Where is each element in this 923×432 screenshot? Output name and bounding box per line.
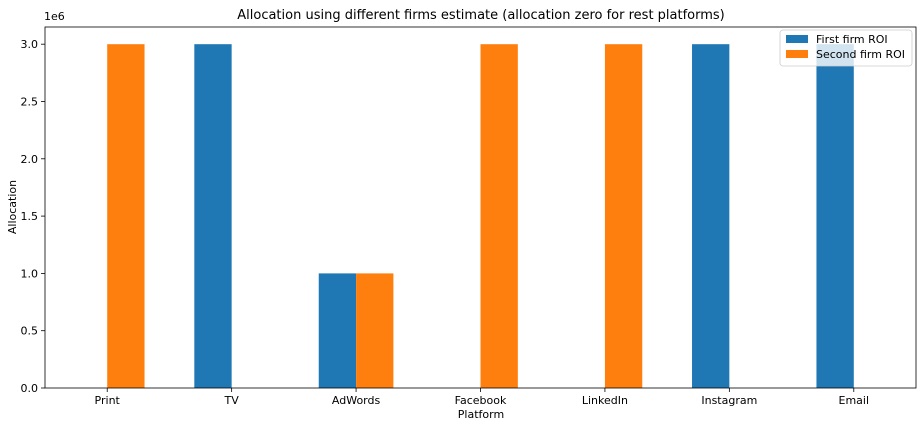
legend-swatch-series-1 <box>786 35 808 43</box>
y-axis-scale-offset: 1e6 <box>44 10 65 23</box>
bar-tv-series-1 <box>194 44 232 388</box>
bar-adwords-series-2 <box>356 273 394 388</box>
x-tick-label: LinkedIn <box>582 394 628 407</box>
legend-label-series-2: Second firm ROI <box>816 48 905 61</box>
y-axis-label: Allocation <box>6 180 19 234</box>
y-tick-label: 1.0 <box>21 267 39 280</box>
legend-swatch-series-2 <box>786 50 808 58</box>
bar-adwords-series-1 <box>318 273 357 388</box>
x-axis-label: Platform <box>458 408 504 421</box>
x-tick-label: Email <box>839 394 870 407</box>
chart-title: Allocation using different firms estimat… <box>237 8 725 23</box>
bar-facebook-series-2 <box>480 44 518 388</box>
x-tick-label: Facebook <box>455 394 507 407</box>
y-tick-label: 0.5 <box>21 325 39 338</box>
y-tick-label: 0.0 <box>21 382 39 395</box>
x-tick-label: Print <box>95 394 121 407</box>
legend-box <box>779 29 913 67</box>
y-tick-label: 3.0 <box>21 38 39 51</box>
bar-instagram-series-1 <box>692 44 730 388</box>
bar-linkedin-series-2 <box>604 44 643 388</box>
x-tick-label: Instagram <box>701 394 757 407</box>
y-tick-label: 2.0 <box>21 153 39 166</box>
plot-area: 0.0 0.5 1.0 1.5 2.0 2.5 3.0 Print TV AdWords Faceb… <box>21 26 917 407</box>
x-tick-label: TV <box>224 394 240 407</box>
y-tick-label: 1.5 <box>21 210 39 223</box>
legend-label-series-1: First firm ROI <box>816 33 888 46</box>
bar-email-series-1 <box>816 44 854 388</box>
x-tick-label: AdWords <box>332 394 381 407</box>
y-tick-label: 2.5 <box>21 95 39 108</box>
bar-print-series-2 <box>107 44 145 388</box>
